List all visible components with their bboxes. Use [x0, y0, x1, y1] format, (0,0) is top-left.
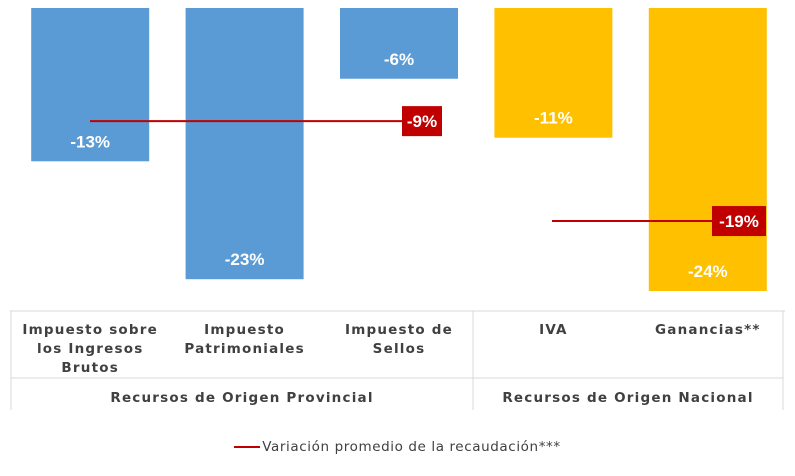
bars-layer: -13% -23% -6% -11% -24% — [31, 8, 767, 291]
bar-value-label-1: -23% — [225, 250, 265, 269]
average-label-1: -19% — [719, 212, 759, 231]
category-label-1-1: Patrimoniales — [184, 341, 305, 357]
category-label-4-0: Ganancias** — [655, 322, 761, 338]
category-axis: Impuesto sobre los Ingresos Brutos Impuesto… — [10, 310, 785, 410]
bar-value-label-2: -6% — [384, 50, 414, 69]
bar-2 — [340, 8, 458, 79]
average-label-box-1 — [712, 206, 766, 237]
group-label-1: Recursos de Origen Nacional — [502, 390, 753, 406]
group-label-0: Recursos de Origen Provincial — [110, 390, 373, 406]
average-label-box-0 — [402, 106, 442, 137]
category-label-0-1: los Ingresos — [37, 341, 144, 357]
bar-1 — [185, 8, 304, 280]
legend: Variación promedio de la recaudación*** — [0, 439, 795, 455]
bar-0 — [31, 8, 150, 162]
bar-value-label-4: -24% — [688, 262, 728, 281]
category-label-1-0: Impuesto — [204, 322, 285, 338]
category-label-2-0: Impuesto de — [345, 322, 453, 338]
legend-label: Variación promedio de la recaudación*** — [262, 439, 561, 455]
legend-line-swatch — [234, 446, 261, 448]
bar-4 — [648, 8, 767, 291]
chart: -13% -23% -6% -11% -24% -9% -19% Impuesto sob… — [10, 8, 785, 410]
bar-value-label-3: -11% — [534, 109, 573, 128]
category-label-2-1: Sellos — [373, 341, 426, 357]
average-label-0: -9% — [407, 112, 437, 131]
average-lines-layer: -9% -19% — [90, 106, 766, 237]
bar-value-label-0: -13% — [70, 132, 110, 151]
category-label-3-0: IVA — [539, 322, 568, 338]
category-label-0-2: Brutos — [61, 360, 119, 376]
bar-3 — [494, 8, 613, 138]
category-label-0-0: Impuesto sobre — [22, 322, 158, 338]
